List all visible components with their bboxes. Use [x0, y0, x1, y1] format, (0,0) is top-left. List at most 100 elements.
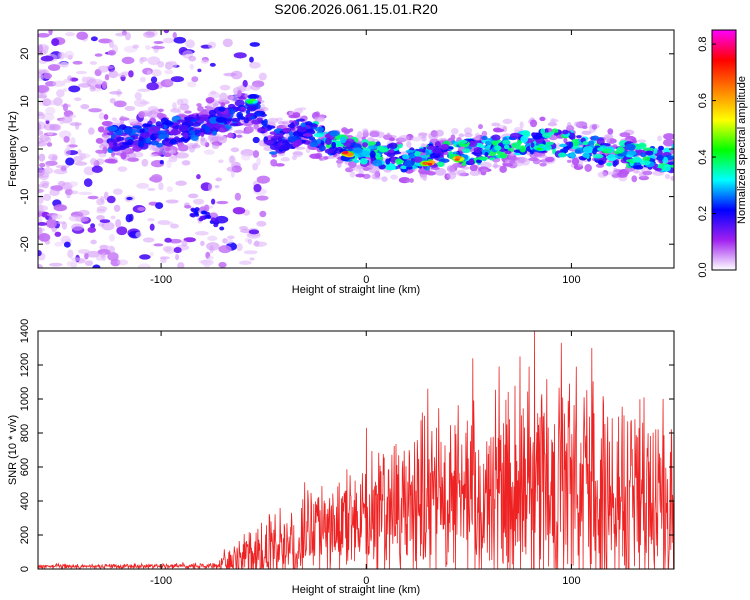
spectrogram-cell	[566, 153, 575, 158]
x-tick-label: 100	[562, 274, 580, 286]
spectrogram-cell	[263, 118, 268, 125]
spectrogram-cell	[38, 71, 44, 79]
spectrogram-cell	[69, 190, 79, 195]
spectrogram-cell	[43, 123, 56, 131]
y-tick-label: 1200	[19, 353, 31, 377]
spectrogram-cell	[292, 112, 301, 118]
spectrogram-cell	[144, 44, 151, 51]
spectrogram-cell	[117, 259, 129, 266]
spectrogram-cell	[45, 219, 57, 229]
spectrogram-cell	[48, 262, 63, 267]
spectrogram-cell	[521, 130, 530, 137]
spectrogram-cell	[194, 207, 200, 212]
spectrogram-cell	[38, 43, 50, 52]
spectrogram-cell	[151, 69, 162, 77]
spectrogram-cell	[325, 137, 332, 145]
spectrogram-cell	[238, 260, 252, 265]
spectrogram-cell	[657, 154, 664, 161]
spectrogram-cell	[533, 153, 543, 157]
spectrogram-cell	[213, 219, 219, 224]
spectrogram-cell	[632, 156, 642, 163]
spectrogram-cell	[38, 222, 48, 226]
spectrogram-cell	[657, 135, 662, 142]
spectrogram-cell	[180, 98, 189, 106]
spectrogram-cell	[159, 160, 164, 165]
spectrogram-cell	[77, 149, 82, 156]
spectrogram-cell	[300, 122, 306, 128]
spectrogram-cell	[171, 128, 179, 136]
spectrogram-cell	[200, 131, 205, 137]
spectrogram-cell	[374, 152, 381, 159]
spectrogram-cell	[219, 84, 231, 91]
spectrogram-cell	[195, 116, 201, 121]
spectrogram-cell	[582, 146, 593, 154]
spectrogram-cell	[116, 226, 128, 236]
spectrogram-cell	[492, 127, 502, 133]
spectrogram-cell	[38, 32, 50, 38]
spectrogram-cell	[259, 210, 267, 218]
spectrogram-cell	[139, 254, 151, 260]
spectrogram-cell	[252, 162, 259, 171]
spectrogram-cell	[251, 119, 262, 125]
spectrogram-cell	[62, 88, 67, 92]
spectrogram-cell	[175, 180, 187, 186]
spectrogram-cell	[654, 167, 663, 172]
spectrogram-cell	[90, 85, 96, 90]
spectrogram-cell	[582, 141, 589, 146]
spectrogram-cell	[200, 114, 210, 118]
spectrogram-cell	[92, 264, 101, 268]
spectrogram-cell	[509, 160, 516, 164]
spectrogram-cell	[165, 199, 179, 204]
spectrogram-cell	[38, 169, 45, 176]
colorbar-ticks: 0.0 0.2 0.4 0.6 0.8	[697, 36, 716, 278]
spectrogram-cell	[499, 152, 508, 159]
spectrogram-cell	[264, 140, 275, 145]
spectrogram-cell	[38, 122, 42, 131]
spectrogram-cell	[44, 136, 52, 143]
spectrogram-cell	[249, 116, 256, 120]
x-tick-label: 0	[363, 274, 369, 286]
spectrogram-cell	[434, 167, 447, 176]
spectrogram-cell	[142, 123, 153, 127]
spectrogram-cell	[45, 106, 56, 115]
spectrogram-cell	[362, 142, 368, 148]
spectrogram-cell	[639, 160, 651, 166]
spectrogram-cell	[65, 157, 75, 166]
spectrogram-cell	[84, 252, 89, 260]
spectrogram-cell	[242, 130, 251, 134]
spectrogram-cell	[190, 134, 199, 142]
spectrogram-cell	[63, 135, 70, 143]
spectrogram-cell	[277, 137, 283, 143]
spectrogram-cell	[247, 94, 258, 100]
spectrogram-cell	[297, 126, 307, 133]
spectrogram-cell	[51, 213, 63, 220]
spectrogram-cell	[469, 169, 481, 177]
spectrogram-cell	[491, 134, 501, 141]
spectrogram-cell	[106, 126, 118, 132]
spectrogram-cell	[64, 148, 71, 157]
spectrogram-cell	[388, 142, 398, 150]
y-tick-label: 0	[19, 146, 31, 152]
spectrogram-cell	[187, 81, 197, 88]
spectrogram-cell	[164, 69, 173, 75]
spectrogram-cell	[194, 129, 201, 134]
spectrogram-cell	[46, 142, 53, 147]
spectrogram-cell	[559, 143, 567, 148]
spectrogram-cell	[302, 133, 313, 137]
spectrogram-cell	[132, 44, 139, 49]
spectrogram-cell	[174, 152, 189, 159]
spectrogram-cell	[97, 248, 111, 256]
spectrogram-cell	[194, 231, 209, 236]
spectrogram-cell	[474, 132, 481, 141]
spectrogram-cell	[74, 122, 80, 130]
spectrogram-cell	[511, 144, 516, 148]
spectrogram-cell	[65, 32, 75, 37]
spectrogram-cell	[642, 170, 653, 176]
spectrogram-cell	[531, 132, 537, 136]
spectrogram-cell	[38, 111, 44, 117]
spectrogram-cell	[218, 159, 224, 163]
spectrogram-cell	[178, 144, 189, 152]
spectrogram-cell	[574, 121, 580, 127]
spectrogram-cell	[313, 116, 325, 123]
